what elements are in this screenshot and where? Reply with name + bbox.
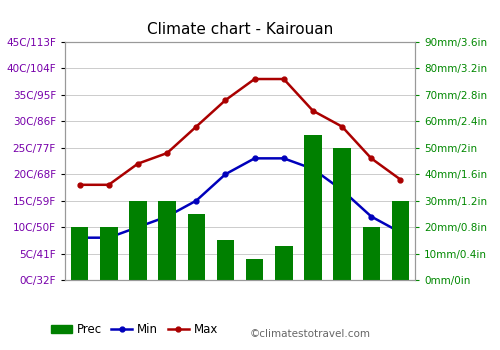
Bar (71, 227, 88, 280)
Bar (129, 201, 146, 280)
Bar (392, 201, 409, 280)
Bar (216, 240, 234, 280)
Bar (246, 259, 264, 280)
Title: Climate chart - Kairouan: Climate chart - Kairouan (147, 22, 333, 37)
Bar (188, 214, 205, 280)
Bar (304, 134, 322, 280)
Bar (158, 201, 176, 280)
Bar (100, 227, 117, 280)
Bar (275, 246, 292, 280)
Legend: Prec, Min, Max: Prec, Min, Max (46, 318, 222, 341)
Bar (362, 227, 380, 280)
Bar (334, 148, 351, 280)
Text: ©climatestotravel.com: ©climatestotravel.com (250, 329, 371, 339)
